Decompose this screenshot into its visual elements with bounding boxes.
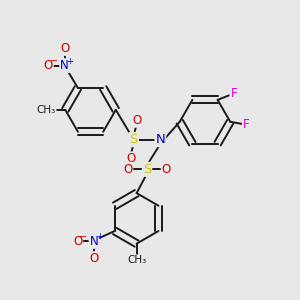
Text: F: F [243, 118, 250, 131]
Text: CH₃: CH₃ [36, 105, 56, 115]
Text: O: O [162, 163, 171, 176]
Text: O: O [44, 59, 53, 72]
Text: S: S [130, 133, 138, 146]
Text: O: O [132, 114, 141, 127]
Text: O: O [60, 42, 69, 55]
Text: N: N [155, 133, 165, 146]
Text: CH₃: CH₃ [127, 255, 146, 265]
Text: +: + [96, 232, 103, 242]
Text: O: O [89, 252, 99, 265]
Text: O: O [126, 152, 135, 165]
Text: +: + [67, 57, 73, 66]
Text: S: S [143, 163, 151, 176]
Text: N: N [90, 235, 98, 248]
Text: F: F [231, 87, 237, 101]
Text: N: N [60, 59, 69, 72]
Text: O: O [123, 163, 132, 176]
Text: −: − [79, 232, 87, 242]
Text: −: − [50, 56, 58, 66]
Text: O: O [73, 235, 82, 248]
